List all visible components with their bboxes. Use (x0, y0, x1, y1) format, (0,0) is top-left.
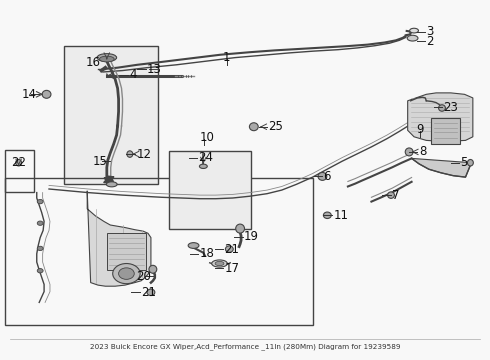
Ellipse shape (147, 289, 155, 296)
Ellipse shape (467, 159, 473, 166)
Text: 1: 1 (223, 51, 230, 64)
Text: 11: 11 (333, 209, 348, 222)
Polygon shape (412, 158, 471, 177)
Ellipse shape (215, 261, 224, 266)
Text: 3: 3 (426, 25, 434, 38)
Bar (431, 118, 460, 144)
Text: 7: 7 (392, 189, 399, 202)
Text: 2: 2 (426, 35, 434, 48)
Ellipse shape (106, 182, 117, 187)
Text: 4: 4 (130, 68, 137, 81)
Ellipse shape (249, 123, 258, 131)
Bar (5, 150, 34, 192)
Circle shape (119, 268, 134, 279)
Bar (5, 178, 313, 325)
Text: 2023 Buick Encore GX Wiper,Acd_Performance _11In (280Mm) Diagram for 19239589: 2023 Buick Encore GX Wiper,Acd_Performan… (90, 343, 400, 350)
Ellipse shape (388, 192, 394, 198)
Text: 21: 21 (224, 243, 240, 256)
Ellipse shape (410, 28, 418, 33)
Ellipse shape (236, 224, 245, 233)
Text: 25: 25 (269, 120, 283, 133)
Text: 14: 14 (22, 88, 37, 101)
Text: 18: 18 (200, 247, 215, 260)
Polygon shape (87, 191, 151, 286)
Polygon shape (107, 233, 146, 270)
Text: 12: 12 (136, 148, 151, 161)
Text: 9: 9 (416, 123, 424, 136)
Text: 6: 6 (323, 170, 331, 183)
Ellipse shape (225, 246, 233, 252)
Circle shape (37, 246, 43, 251)
Circle shape (37, 221, 43, 225)
Ellipse shape (42, 90, 51, 98)
Text: 10: 10 (200, 131, 215, 144)
Circle shape (37, 199, 43, 204)
Text: 24: 24 (198, 151, 214, 164)
Ellipse shape (16, 159, 22, 166)
Text: 19: 19 (244, 230, 259, 243)
Ellipse shape (199, 164, 207, 168)
Ellipse shape (188, 243, 199, 248)
Ellipse shape (99, 56, 114, 62)
Text: 8: 8 (419, 145, 426, 158)
Ellipse shape (149, 265, 157, 273)
Ellipse shape (323, 212, 331, 219)
Text: 15: 15 (93, 155, 108, 168)
Circle shape (37, 269, 43, 273)
Text: 16: 16 (86, 57, 101, 69)
Text: 22: 22 (11, 156, 26, 169)
Text: 5: 5 (461, 156, 468, 169)
Text: 13: 13 (147, 63, 162, 76)
Ellipse shape (318, 172, 327, 180)
Polygon shape (408, 93, 473, 141)
Text: 20: 20 (136, 270, 151, 283)
Ellipse shape (439, 105, 445, 111)
Circle shape (113, 264, 140, 284)
Text: 23: 23 (443, 101, 458, 114)
Bar (64, 46, 158, 184)
Ellipse shape (405, 148, 413, 156)
Ellipse shape (212, 260, 227, 267)
Ellipse shape (127, 151, 133, 157)
Text: 21: 21 (141, 286, 156, 299)
Text: 17: 17 (224, 262, 240, 275)
Bar (169, 151, 251, 229)
Ellipse shape (97, 54, 117, 62)
Ellipse shape (407, 35, 418, 41)
